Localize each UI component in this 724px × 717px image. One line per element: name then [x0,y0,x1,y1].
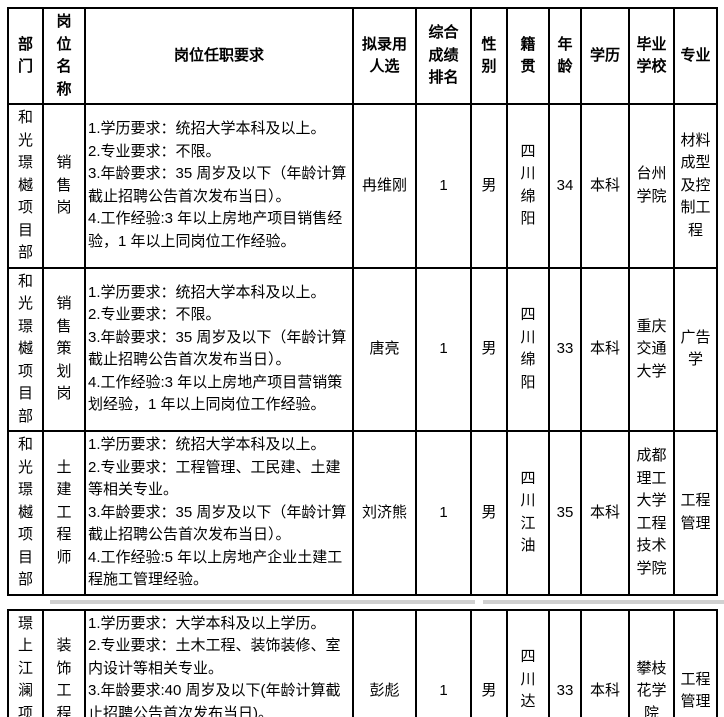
cell-position: 装饰工程师 [42,608,86,717]
cell-education: 本科 [580,266,630,432]
cell-school: 台州学院 [628,103,675,269]
header-row: 部门 岗位名称 岗位任职要求 拟录用人选 综合成绩排名 性别 籍贯 年龄 学历 … [7,7,718,105]
header-major: 专业 [673,7,718,105]
cell-requirements: 1.学历要求：统招大学本科及以上。 2.专业要求：工程管理、工民建、土建等相关专… [84,430,354,596]
recruitment-table-sheet: 部门 岗位名称 岗位任职要求 拟录用人选 综合成绩排名 性别 籍贯 年龄 学历 … [7,7,718,596]
requirement-line: 4.工作经验:5 年以上房地产企业土建工程施工管理经验。 [88,548,343,589]
cell-candidate: 唐亮 [352,266,417,432]
requirement-line: 1.学历要求：统招大学本科及以上。 [88,436,326,453]
cell-hometown: 四川达州 [506,608,550,717]
cell-major: 工程管理 [673,608,718,717]
requirement-line: 2.专业要求：不限。 [88,306,221,324]
cell-rank: 1 [415,608,472,717]
cell-rank: 1 [415,266,472,432]
requirement-line: 3.年龄要求：35 周岁及以下（年龄计算截止招聘公告首次发布当日）。 [88,328,347,369]
requirement-line: 1.学历要求：统招大学本科及以上。 [88,283,326,301]
gridline-segment [50,599,475,604]
requirement-line: 4.工作经验:3 年以上房地产项目营销策划经验，1 年以上同岗位工作经验。 [88,373,343,414]
header-hometown: 籍贯 [506,7,550,105]
cell-rank: 1 [415,430,472,596]
requirement-line: 3.年龄要求:40 周岁及以下(年龄计算截止招聘公告首次发布当日)。 [88,682,341,717]
header-requirements: 岗位任职要求 [84,7,354,105]
header-candidate: 拟录用人选 [352,7,417,105]
cell-age: 34 [548,103,582,269]
cell-candidate: 彭彪 [352,608,417,717]
cell-major: 工程管理 [673,430,718,596]
cell-requirements: 1.学历要求：统招大学本科及以上。 2.专业要求：不限。 3.年龄要求：35 周… [84,266,354,432]
cell-hometown: 四川绵阳 [506,103,550,269]
cell-education: 本科 [580,103,630,269]
cell-candidate: 刘济熊 [352,430,417,596]
requirement-line: 3.年龄要求：35 周岁及以下（年龄计算截止招聘公告首次发布当日）。 [88,503,347,544]
cell-department: 和光璟樾项目部 [7,103,44,269]
cell-age: 35 [548,430,582,596]
requirement-line: 2.专业要求：土木工程、装饰装修、室内设计等相关专业。 [88,637,341,677]
cell-gender: 男 [470,103,508,269]
cell-major: 材料成型及控制工程 [673,103,718,269]
table-row: 和光璟樾项目部 销售岗 1.学历要求：统招大学本科及以上。 2.专业要求：不限。… [7,103,718,269]
cell-department: 和光璟樾项目部 [7,266,44,432]
requirement-line: 2.专业要求：工程管理、工民建、土建等相关专业。 [88,458,341,499]
cell-gender: 男 [470,430,508,596]
recruitment-table-upper: 部门 岗位名称 岗位任职要求 拟录用人选 综合成绩排名 性别 籍贯 年龄 学历 … [7,7,718,596]
cell-education: 本科 [580,608,630,717]
cell-department: 璟上江澜项目部 [7,608,44,717]
cell-school: 重庆交通大学 [628,266,675,432]
cell-rank: 1 [415,103,472,269]
table-row: 璟上江澜项目部 装饰工程师 1.学历要求：大学本科及以上学历。 2.专业要求：土… [7,608,718,717]
cell-gender: 男 [470,608,508,717]
cell-requirements: 1.学历要求：大学本科及以上学历。 2.专业要求：土木工程、装饰装修、室内设计等… [84,608,354,717]
cell-school: 攀枝花学院 [628,608,675,717]
header-gender: 性别 [470,7,508,105]
header-position: 岗位名称 [42,7,86,105]
cell-requirements: 1.学历要求：统招大学本科及以上。 2.专业要求：不限。 3.年龄要求：35 周… [84,103,354,269]
recruitment-table-lower: 璟上江澜项目部 装饰工程师 1.学历要求：大学本科及以上学历。 2.专业要求：土… [7,608,718,717]
cell-school: 成都理工大学工程技术学院 [628,430,675,596]
cell-major: 广告学 [673,266,718,432]
cell-candidate: 冉维刚 [352,103,417,269]
cell-age: 33 [548,266,582,432]
requirement-line: 1.学历要求：大学本科及以上学历。 [88,614,326,632]
requirement-line: 2.专业要求：不限。 [88,142,221,160]
header-department: 部门 [7,7,44,105]
cell-gender: 男 [470,266,508,432]
header-rank: 综合成绩排名 [415,7,472,105]
requirement-line: 3.年龄要求：35 周岁及以下（年龄计算截止招聘公告首次发布当日）。 [88,165,347,205]
cell-hometown: 四川绵阳 [506,266,550,432]
requirement-line: 4.工作经验:3 年以上房地产项目销售经验，1 年以上同岗位工作经验。 [88,210,343,250]
cell-position: 土建工程师 [42,430,86,596]
header-age: 年龄 [548,7,582,105]
cell-position: 销售岗 [42,103,86,269]
requirement-line: 1.学历要求：统招大学本科及以上。 [88,120,326,138]
header-education: 学历 [580,7,630,105]
cell-position: 销售策划岗 [42,266,86,432]
table-row: 和光璟樾项目部 销售策划岗 1.学历要求：统招大学本科及以上。 2.专业要求：不… [7,266,718,432]
table-row: 和光璟樾项目部 土建工程师 1.学历要求：统招大学本科及以上。 2.专业要求：工… [7,430,718,596]
recruitment-table-sheet-lower: 璟上江澜项目部 装饰工程师 1.学历要求：大学本科及以上学历。 2.专业要求：土… [0,608,724,717]
cell-education: 本科 [580,430,630,596]
gridline-segment [483,599,724,604]
cell-department: 和光璟樾项目部 [7,430,44,596]
cell-age: 33 [548,608,582,717]
table-gap [0,596,724,609]
header-school: 毕业学校 [628,7,675,105]
cell-hometown: 四川江油 [506,430,550,596]
